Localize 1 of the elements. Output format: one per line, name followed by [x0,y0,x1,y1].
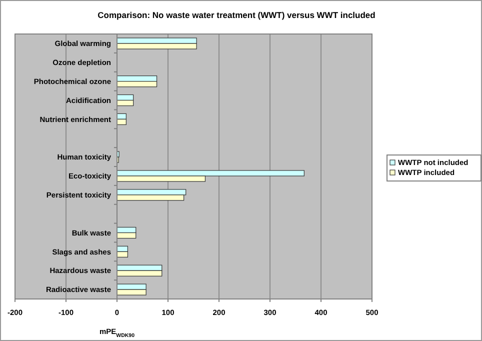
chart-title: Comparison: No waste water treatment (WWT) versus WWT included [98,10,376,20]
